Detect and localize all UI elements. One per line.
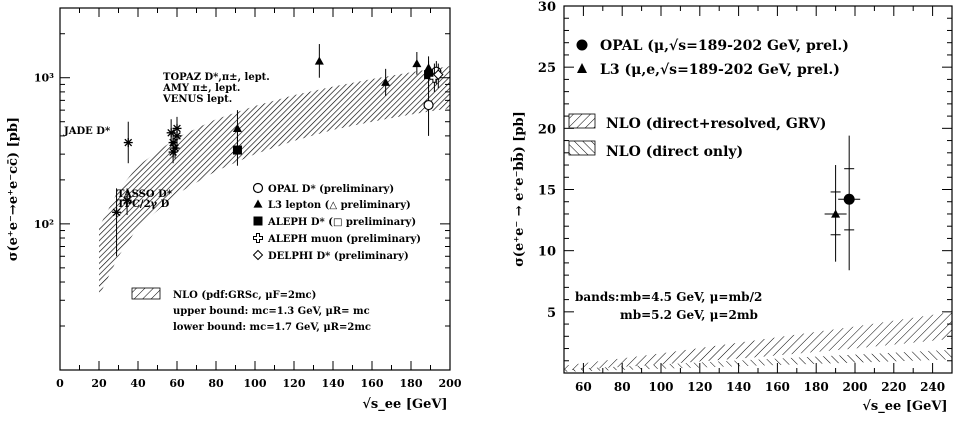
left-x-axis-label: √s_ee [GeV] [362,397,447,412]
data-point-star-d2 [173,124,181,133]
legend-l3-text: L3 lepton (△ preliminary) [268,200,411,211]
x-tick-label: 220 [881,380,906,394]
data-point-star [172,123,182,133]
right-chart: 60 80 100 120 140 160 180 200 220 24051015202530 … [510,0,953,414]
legend-marker-circle-open [252,182,264,194]
x-tick-label: 140 [726,380,751,394]
legend-aleph-muon-text: ALEPH muon (preliminary) [267,234,421,245]
legend-l3-text: L3 (μ,e,√s=189-202 GeV, prel.) [600,62,840,78]
data-point-star [112,207,122,217]
right-points [824,135,861,271]
annotation-topaz: TOPAZ D*,π±, lept. [163,72,270,83]
left-points [112,44,444,257]
legend-upper-bound: upper bound: mc=1.3 GeV, μR= mc [173,306,370,317]
x-tick-label: 240 [920,380,945,394]
data-point-star-d2 [124,138,133,147]
data-point-triangle-filled [412,59,422,68]
x-tick-label: 120 [687,380,712,394]
legend-marker-triangle-filled [253,199,263,208]
left-legend: OPAL D* (preliminary) L3 lepton (△ preli… [131,182,421,333]
x-tick-label: 80 [208,377,224,390]
y-tick-label: 5 [547,306,556,321]
data-point-star [170,143,180,153]
annotation-amy: AMY π±, lept. [162,83,240,94]
bands-annotation-line2: mb=5.2 GeV, μ=2mb [620,308,758,322]
legend-l3-marker [577,63,587,73]
data-point-star-d2 [112,208,121,217]
x-tick-label: 180 [804,380,829,394]
right-x-axis-label: √s_ee [GeV] [862,399,947,414]
legend-direct-only-text: NLO (direct only) [606,144,743,160]
data-point-triangle-filled [831,209,841,218]
left-chart: 0 20 40 60 80 100 120 140 160 180 200 10² 10³ σ(e⁺e⁻… [6,7,462,412]
data-point-triangle-filled [314,56,324,65]
data-point-star-d2 [171,144,179,152]
y-tick-label: 20 [538,122,556,137]
legend-marker-square-filled [253,216,263,226]
right-axes: 60 80 100 120 140 160 180 200 220 240 5 10 15 20 25 30 [538,0,953,394]
data-point-star [122,195,132,205]
annotation-jade: JADE D* [63,126,111,137]
legend-nlo-band-swatch [131,287,161,300]
y-tick-label: 10³ [34,72,54,85]
annotation-venus: VENUS lept. [162,94,232,105]
y-tick-label: 30 [538,0,556,15]
x-tick-label: 120 [283,377,306,390]
data-point-circle-open [423,99,434,111]
legend-lower-bound: lower bound: mc=1.7 GeV, μR=2mc [173,322,371,333]
x-tick-label: 40 [130,377,146,390]
legend-opal-marker [576,39,588,51]
legend-nlo-text: NLO (pdf:GRSc, μF=2mc) [173,290,316,301]
band-direct-resolved [564,311,952,371]
data-point-circle-filled [843,193,855,205]
y-tick-label: 25 [538,61,556,76]
left-nlo-band [99,66,450,297]
y-tick-label: 15 [538,184,556,199]
x-tick-label: 60 [575,380,592,394]
left-y-axis-label: σ(e⁺e⁻→e⁺e⁻cc̄) [pb] [6,117,21,261]
x-tick-label: 200 [439,377,462,390]
y-tick-label: 10² [34,218,54,231]
legend-opal-text: OPAL D* (preliminary) [268,184,394,195]
x-tick-label: 160 [765,380,790,394]
data-point-diamond-open [433,69,444,80]
annotation-tpc: TPC/2γ D [117,199,170,210]
bands-annotation-prefix: bands: [575,290,619,304]
data-point-square-filled [424,70,434,80]
legend-direct-resolved-swatch [568,113,596,129]
data-point-square-filled [232,145,242,155]
data-point-star [123,138,133,148]
x-tick-label: 180 [400,377,423,390]
legend-direct-only-swatch [568,140,596,156]
left-axes: 0 20 40 60 80 100 120 140 160 180 200 10² 10³ [34,7,462,390]
y-tick-label: 10 [538,245,556,260]
legend-opal-text: OPAL (μ,√s=189-202 GeV, prel.) [600,38,849,54]
legend-marker-cross-open [253,233,263,243]
x-tick-label: 80 [614,380,631,394]
legend-aleph-text: ALEPH D* (□ preliminary) [267,217,416,228]
x-tick-label: 140 [322,377,345,390]
legend-delphi-text: DELPHI D* (preliminary) [268,251,409,262]
legend-marker-diamond-open [252,249,264,261]
right-y-axis-label: σ(e⁺e⁻ → e⁺e⁻bb̄) [pb] [510,111,527,267]
x-tick-label: 20 [91,377,107,390]
legend-direct-resolved-text: NLO (direct+resolved, GRV) [606,116,826,132]
right-legend: OPAL (μ,√s=189-202 GeV, prel.) L3 (μ,e,√… [568,38,849,160]
legend-marker-cross-open-shape [253,233,263,243]
annotation-tasso: TASSO D* [117,189,173,200]
bands-annotation-line1: mb=4.5 GeV, μ=mb/2 [620,290,762,304]
x-tick-label: 200 [842,380,867,394]
x-tick-label: 160 [361,377,384,390]
x-tick-label: 100 [244,377,267,390]
x-tick-label: 60 [169,377,185,390]
x-tick-label: 0 [56,377,64,390]
data-point-triangle-filled [381,77,391,86]
data-point-star-d2 [123,196,131,205]
data-point-triangle-filled [232,123,242,133]
nlo-band-area [99,66,450,297]
x-tick-label: 100 [648,380,673,394]
